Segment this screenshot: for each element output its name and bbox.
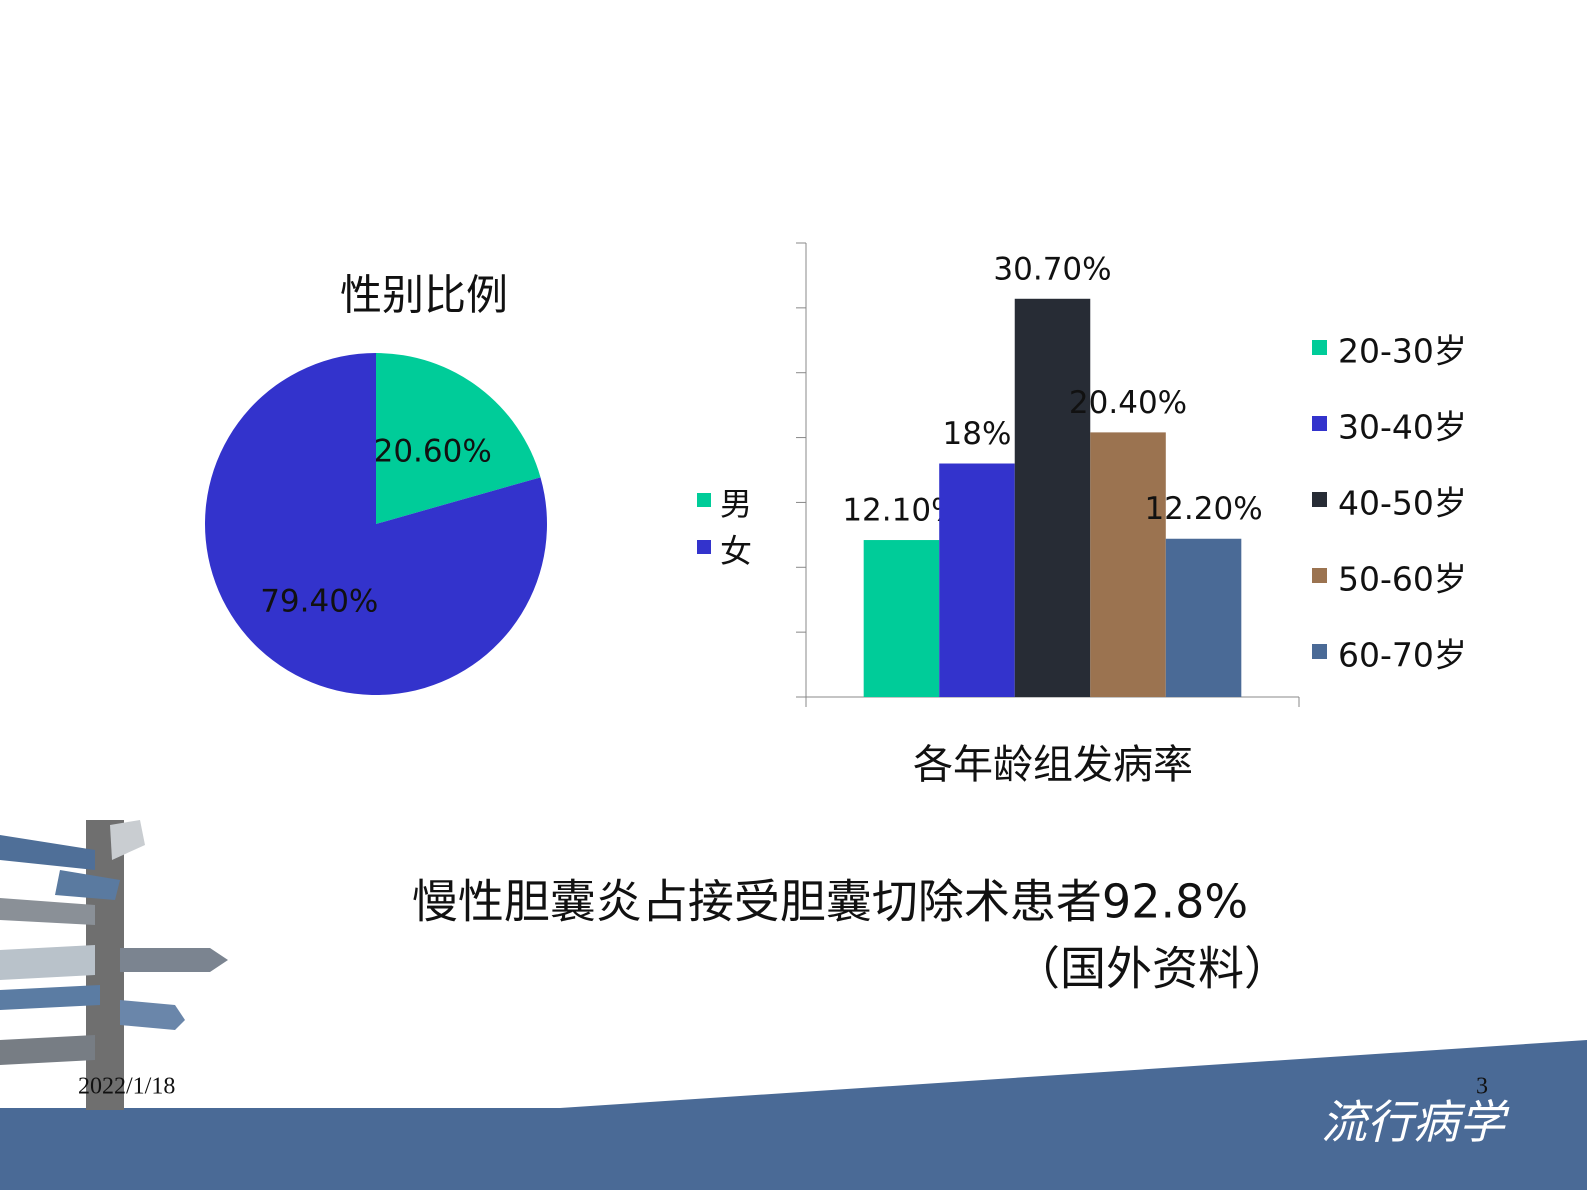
bar	[1165, 538, 1242, 697]
legend-label: 20-30岁	[1338, 332, 1467, 371]
data-label: 30.70%	[993, 251, 1111, 287]
main-text: 慢性胆囊炎占接受胆囊切除术患者92.8%	[412, 875, 1248, 929]
legend-swatch	[1312, 340, 1327, 355]
data-label: 79.40%	[260, 584, 378, 620]
legend-swatch	[697, 493, 711, 507]
page-number: 3	[1476, 1074, 1488, 1100]
legend-label: 女	[720, 532, 752, 570]
pie-title: 性别比例	[340, 271, 508, 320]
data-label: 20.60%	[374, 433, 492, 469]
legend-label: 30-40岁	[1338, 408, 1467, 447]
legend-label: 男	[720, 485, 752, 523]
legend-swatch	[1312, 416, 1327, 431]
data-label: 18%	[943, 416, 1012, 452]
bar	[863, 540, 940, 697]
bar	[939, 463, 1015, 697]
legend-swatch	[1312, 492, 1327, 507]
legend-swatch	[697, 540, 711, 554]
source-text: （国外资料）	[1014, 942, 1290, 996]
legend-label: 50-60岁	[1338, 560, 1467, 599]
legend-label: 60-70岁	[1338, 636, 1467, 675]
pie-slice	[376, 353, 541, 524]
data-label: 20.40%	[1069, 385, 1187, 421]
data-label: 12.20%	[1144, 491, 1262, 527]
bar	[1090, 432, 1166, 697]
pie-slice	[204, 353, 547, 696]
footer-title: 流行病学	[1321, 1095, 1510, 1149]
legend-label: 40-50岁	[1338, 484, 1467, 523]
bar	[1014, 298, 1091, 697]
legend-swatch	[1312, 568, 1327, 583]
signpost-image	[0, 820, 228, 1110]
legend-swatch	[1312, 644, 1327, 659]
date: 2022/1/18	[78, 1074, 175, 1100]
footer-band	[0, 1040, 1587, 1190]
bar-title: 各年龄组发病率	[913, 742, 1193, 788]
